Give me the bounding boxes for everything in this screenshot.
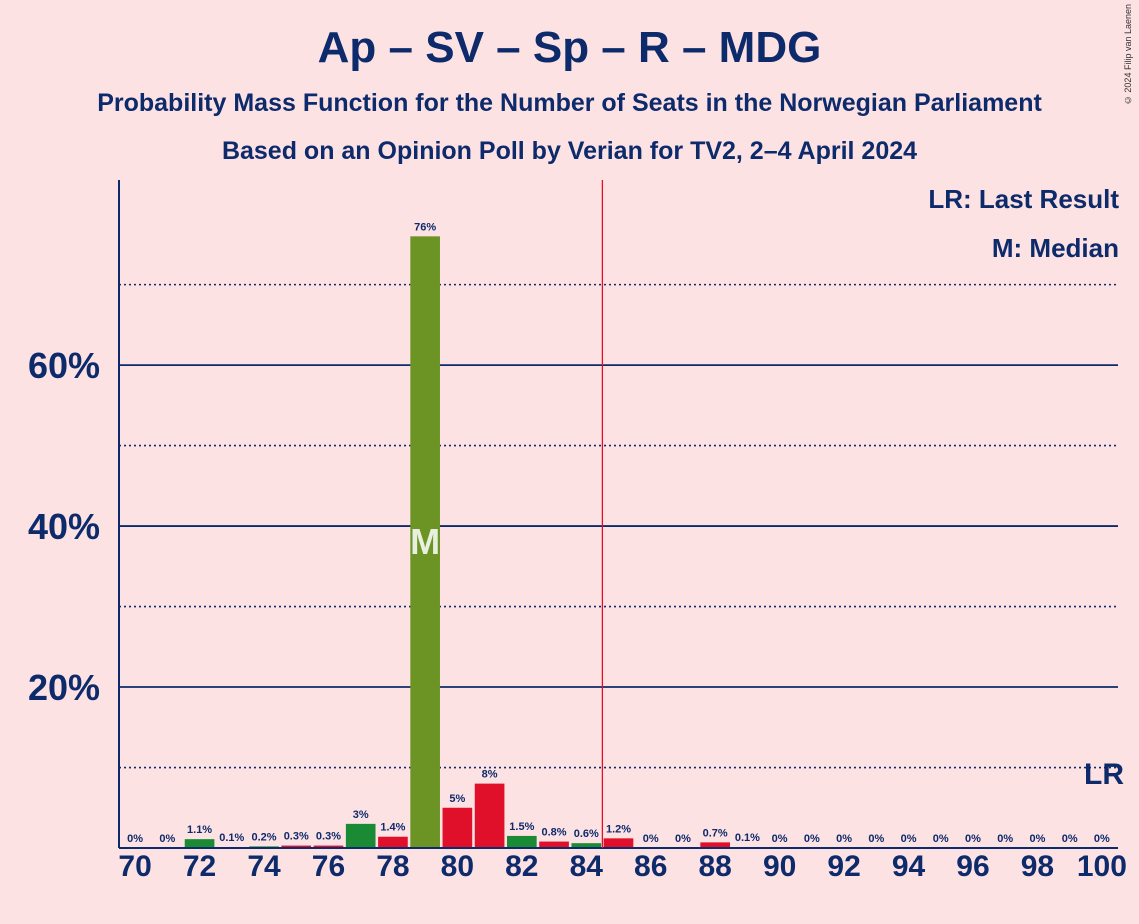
bar-82 [506, 835, 537, 848]
x-tick-label-98: 98 [1021, 850, 1054, 883]
gridlines [119, 283, 1118, 769]
x-tick-label-72: 72 [183, 850, 216, 883]
x-tick-label-92: 92 [827, 850, 860, 883]
legend-median: M: Median [991, 233, 1119, 263]
value-label-73: 0.1% [219, 832, 244, 844]
value-label-87: 0% [675, 833, 691, 845]
value-label-78: 1.4% [380, 822, 405, 834]
axes [118, 180, 1118, 849]
value-label-75: 0.3% [284, 831, 309, 843]
value-label-91: 0% [804, 833, 820, 845]
value-label-93: 0% [868, 833, 884, 845]
bar-79 [410, 236, 440, 849]
value-label-77: 3% [353, 809, 369, 821]
value-label-99: 0% [1062, 833, 1078, 845]
value-label-71: 0% [159, 833, 175, 845]
last-result-marker: LR [1084, 758, 1124, 791]
value-label-90: 0% [772, 833, 788, 845]
x-tick-label-90: 90 [763, 850, 796, 883]
value-labels: 0% 0% 1.1% 0.1% 0.2% 0.3% 0.3% 3% 1.4% 76% 5% 8% 1.5… [127, 221, 1110, 845]
value-label-72: 1.1% [187, 824, 212, 836]
value-label-96: 0% [965, 833, 981, 845]
y-tick-label-40: 40% [28, 506, 100, 547]
value-label-98: 0% [1029, 833, 1045, 845]
value-label-79: 76% [414, 221, 436, 233]
x-tick-label-88: 88 [698, 850, 731, 883]
value-label-84: 0.6% [574, 828, 599, 840]
value-label-97: 0% [997, 833, 1013, 845]
value-label-95: 0% [933, 833, 949, 845]
x-tick-label-94: 94 [892, 850, 926, 883]
bar-76 [313, 845, 344, 848]
chart-subtitle-source: Based on an Opinion Poll by Verian for T… [221, 137, 918, 165]
value-label-82: 1.5% [509, 821, 534, 833]
value-label-81: 8% [482, 769, 498, 781]
bar-72 [184, 839, 215, 848]
markers: M LR [410, 180, 1124, 848]
bar-77 [345, 823, 376, 848]
x-tick-labels: 70 72 74 76 78 80 82 84 86 88 90 92 94 96 98 100 [118, 850, 1126, 883]
value-label-94: 0% [901, 833, 917, 845]
x-tick-label-74: 74 [247, 850, 281, 883]
value-label-74: 0.2% [251, 831, 276, 843]
bar-78 [378, 836, 408, 848]
chart-title: Ap – SV – Sp – R – MDG [317, 23, 822, 72]
x-tick-label-80: 80 [441, 850, 474, 883]
bars [184, 236, 763, 849]
bar-88 [700, 842, 731, 848]
value-label-86: 0% [643, 833, 659, 845]
value-label-88: 0.7% [703, 827, 728, 839]
x-tick-label-84: 84 [570, 850, 604, 883]
bar-84 [571, 843, 602, 848]
y-tick-label-20: 20% [28, 667, 100, 708]
x-tick-label-96: 96 [956, 850, 989, 883]
x-tick-label-78: 78 [376, 850, 409, 883]
value-label-76: 0.3% [316, 831, 341, 843]
value-label-83: 0.8% [542, 827, 567, 839]
bar-80 [442, 807, 473, 848]
bar-85 [603, 838, 634, 848]
x-tick-label-100: 100 [1077, 850, 1127, 883]
value-label-80: 5% [449, 793, 465, 805]
x-tick-label-76: 76 [312, 850, 345, 883]
bar-75 [281, 845, 312, 848]
bar-83 [539, 841, 569, 848]
value-label-85: 1.2% [606, 823, 631, 835]
value-label-100: 0% [1094, 833, 1110, 845]
value-label-70: 0% [127, 833, 143, 845]
chart-subtitle: Probability Mass Function for the Number… [97, 89, 1042, 117]
y-tick-labels: 20% 40% 60% [28, 345, 100, 708]
legend-last-result: LR: Last Result [928, 184, 1119, 214]
x-tick-label-70: 70 [118, 850, 151, 883]
value-label-92: 0% [836, 833, 852, 845]
x-tick-label-86: 86 [634, 850, 667, 883]
value-label-89: 0.1% [735, 832, 760, 844]
y-tick-label-60: 60% [28, 345, 100, 386]
median-marker: M [410, 521, 440, 562]
bar-81 [474, 783, 505, 848]
x-tick-label-82: 82 [505, 850, 538, 883]
